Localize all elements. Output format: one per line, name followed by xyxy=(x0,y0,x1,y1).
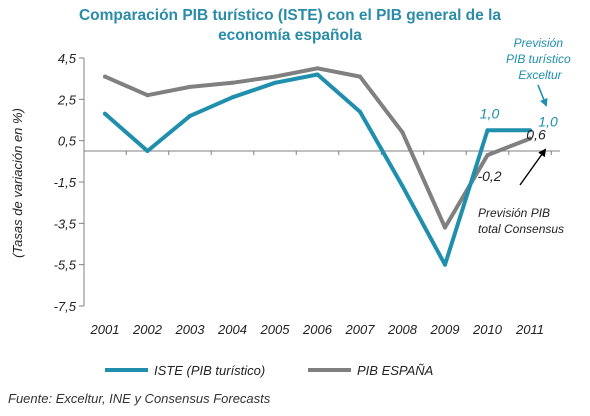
data-label: 0,6 xyxy=(526,127,546,143)
x-tick-label: 2003 xyxy=(175,322,206,337)
data-point xyxy=(358,109,362,114)
x-tick-label: 2009 xyxy=(430,322,460,337)
legend: ISTE (PIB turístico) PIB ESPAÑA xyxy=(105,363,433,378)
y-axis: 4,5 2,5 0,5 -1,5 -3,5 -5,5 -7,5 xyxy=(54,51,85,314)
x-tick-label: 2002 xyxy=(132,322,163,337)
data-point xyxy=(103,111,107,116)
x-tick-label: 2008 xyxy=(387,322,418,337)
y-tick-label: -7,5 xyxy=(54,299,77,314)
annotation-tourism-forecast-line-2: PIB turístico xyxy=(506,52,571,66)
data-point xyxy=(358,74,362,79)
legend-label-pib-espana: PIB ESPAÑA xyxy=(357,363,433,378)
data-point xyxy=(273,80,277,85)
data-point xyxy=(273,74,277,79)
x-tick-label: 2001 xyxy=(90,322,120,337)
chart-title-line-1: Comparación PIB turístico (ISTE) con el … xyxy=(79,7,501,24)
data-point xyxy=(188,113,192,118)
data-label: 1,0 xyxy=(480,105,500,121)
series-line-iste xyxy=(103,72,532,267)
y-tick-label: 0,5 xyxy=(58,134,77,149)
y-tick-label: 4,5 xyxy=(58,51,77,66)
data-point xyxy=(188,84,192,89)
data-point xyxy=(443,262,447,267)
series-layer xyxy=(103,66,532,267)
data-point xyxy=(528,136,532,141)
y-tick-label: -5,5 xyxy=(54,258,77,273)
data-point xyxy=(315,72,320,77)
annotation-consensus-forecast-line-2: total Consensus xyxy=(478,222,564,236)
x-tick-label: 2005 xyxy=(260,322,291,337)
data-point xyxy=(485,153,490,158)
annotation-consensus-forecast-line-1: Previsión PIB xyxy=(478,206,550,220)
x-tick-label: 2004 xyxy=(217,322,247,337)
data-point xyxy=(230,80,235,85)
data-point xyxy=(145,149,150,153)
data-point xyxy=(528,128,532,133)
y-axis-label: (Tasas de variación en %) xyxy=(10,108,25,258)
annotation-tourism-forecast-line-1: Previsión xyxy=(514,36,564,50)
annotation-tourism-forecast: Previsión PIB turístico Exceltur xyxy=(506,36,574,82)
data-labels-layer: 1,0 1,0 -0,2 0,6 xyxy=(477,105,558,184)
annotation-tourism-arrow xyxy=(537,84,548,107)
data-point xyxy=(485,128,490,133)
x-tick-label: 2010 xyxy=(472,322,503,337)
data-point xyxy=(443,225,447,230)
annotation-consensus-arrow xyxy=(519,148,547,186)
y-tick-label: -3,5 xyxy=(54,216,77,231)
data-point xyxy=(145,93,150,98)
x-tick-label: 2006 xyxy=(302,322,333,337)
data-label: -0,2 xyxy=(477,168,501,184)
y-tick-label: 2,5 xyxy=(57,92,77,107)
annotation-consensus-forecast: Previsión PIB total Consensus xyxy=(478,206,564,236)
data-point xyxy=(103,74,107,79)
data-point xyxy=(315,66,320,71)
data-point xyxy=(400,130,405,135)
data-label: 1,0 xyxy=(538,113,558,129)
legend-label-iste: ISTE (PIB turístico) xyxy=(154,363,265,378)
annotation-tourism-forecast-line-3: Exceltur xyxy=(518,68,562,82)
chart-title-line-2: economía española xyxy=(218,27,362,44)
data-point xyxy=(400,184,405,189)
x-axis: 2001 2002 2003 2004 2005 2006 2007 2008 2009 2010… xyxy=(84,150,560,337)
data-point xyxy=(230,95,235,100)
x-tick-label: 2011 xyxy=(515,322,544,337)
source-note: Fuente: Exceltur, INE y Consensus Foreca… xyxy=(8,391,271,406)
x-tick-label: 2007 xyxy=(345,322,376,337)
y-tick-label: -1,5 xyxy=(54,175,77,190)
